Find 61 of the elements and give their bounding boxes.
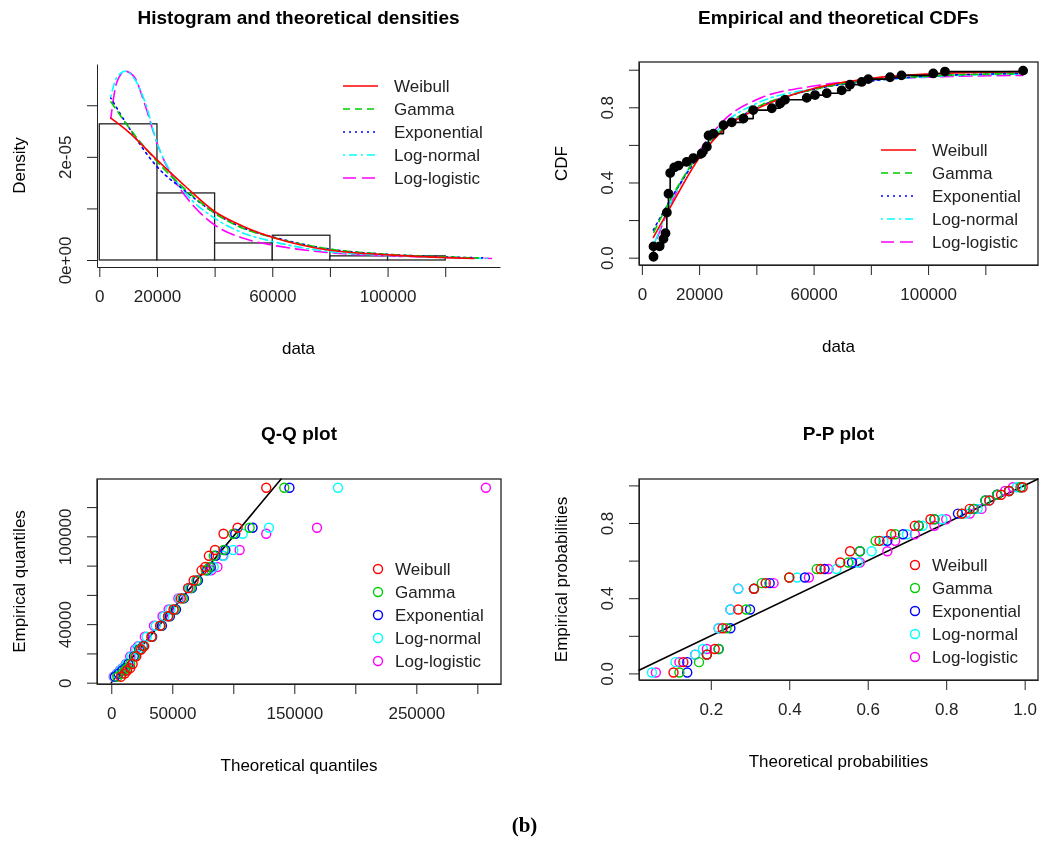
text: (b) (511, 813, 538, 837)
y-tick-label: 40000 (56, 601, 75, 649)
x-tick-label: 0.2 (699, 700, 724, 720)
x-axis-title: Theoretical quantiles (220, 756, 378, 775)
legend-label: Gamma (932, 579, 993, 598)
legend-label: Gamma (395, 583, 456, 602)
legend-label: Weibull (394, 77, 450, 96)
x-tick-label: 0.8 (934, 700, 959, 720)
x-tick-label: 20000 (675, 285, 724, 305)
x-tick-label: 20000 (133, 287, 182, 307)
legend-label: Log-normal (932, 210, 1018, 229)
y-tick-label: 0.4 (598, 586, 617, 611)
legend-label: Exponential (932, 187, 1021, 206)
x-axis-title: data (821, 337, 856, 356)
x-tick-label: 0 (107, 704, 117, 724)
y-tick-label: 0.0 (598, 662, 617, 686)
legend-label: Log-logistic (932, 648, 1019, 667)
y-axis-title: Density (10, 136, 29, 194)
x-tick-label: 50000 (149, 704, 197, 724)
legend-label: Weibull (932, 141, 988, 160)
y-tick-label: 0.8 (598, 95, 617, 120)
x-tick-label: 100000 (900, 285, 957, 305)
legend-label: Log-logistic (932, 233, 1019, 252)
x-tick-label: 0 (95, 287, 105, 307)
y-tick-label: 2e-05 (56, 135, 75, 180)
legend-label: Exponential (932, 602, 1021, 621)
x-axis-title: data (281, 339, 316, 358)
x-tick-label: 0.6 (856, 700, 881, 720)
legend-label: Exponential (395, 606, 484, 625)
y-tick-label: 0e+00 (56, 236, 75, 285)
x-axis-title: Theoretical probabilities (748, 752, 929, 771)
chart-title: Q-Q plot (261, 423, 338, 444)
x-tick-label: 1.0 (1013, 700, 1037, 720)
legend-label: Log-normal (395, 629, 481, 648)
x-tick-label: 60000 (249, 287, 297, 307)
legend-label: Gamma (394, 100, 455, 119)
y-axis-title: Empirical quantiles (10, 510, 29, 653)
x-tick-label: 60000 (790, 285, 838, 305)
y-axis-title: CDF (552, 146, 571, 181)
legend-label: Log-logistic (395, 652, 482, 671)
chart-title: P-P plot (802, 423, 875, 444)
legend-label: Log-normal (394, 146, 480, 165)
x-tick-label: 0.4 (777, 700, 802, 720)
legend-label: Gamma (932, 164, 993, 183)
y-tick-label: 0.4 (598, 171, 617, 195)
x-tick-label: 0 (637, 285, 648, 305)
x-tick-label: 100000 (359, 287, 417, 307)
legend-label: Weibull (932, 556, 988, 575)
y-axis-title: Empirical probabilities (552, 496, 571, 663)
y-tick-label: 100000 (56, 508, 75, 566)
legend-label: Weibull (395, 560, 451, 579)
legend-label: Exponential (394, 123, 483, 142)
chart-title: Empirical and theoretical CDFs (698, 7, 979, 28)
legend-label: Log-normal (932, 625, 1018, 644)
chart-title: Histogram and theoretical densities (137, 7, 460, 28)
y-tick-label: 0.0 (598, 246, 617, 270)
x-tick-label: 250000 (388, 704, 446, 724)
y-tick-label: 0.8 (598, 511, 617, 536)
y-tick-label: 0 (56, 678, 75, 688)
legend-label: Log-logistic (394, 169, 481, 188)
x-tick-label: 150000 (266, 704, 324, 724)
